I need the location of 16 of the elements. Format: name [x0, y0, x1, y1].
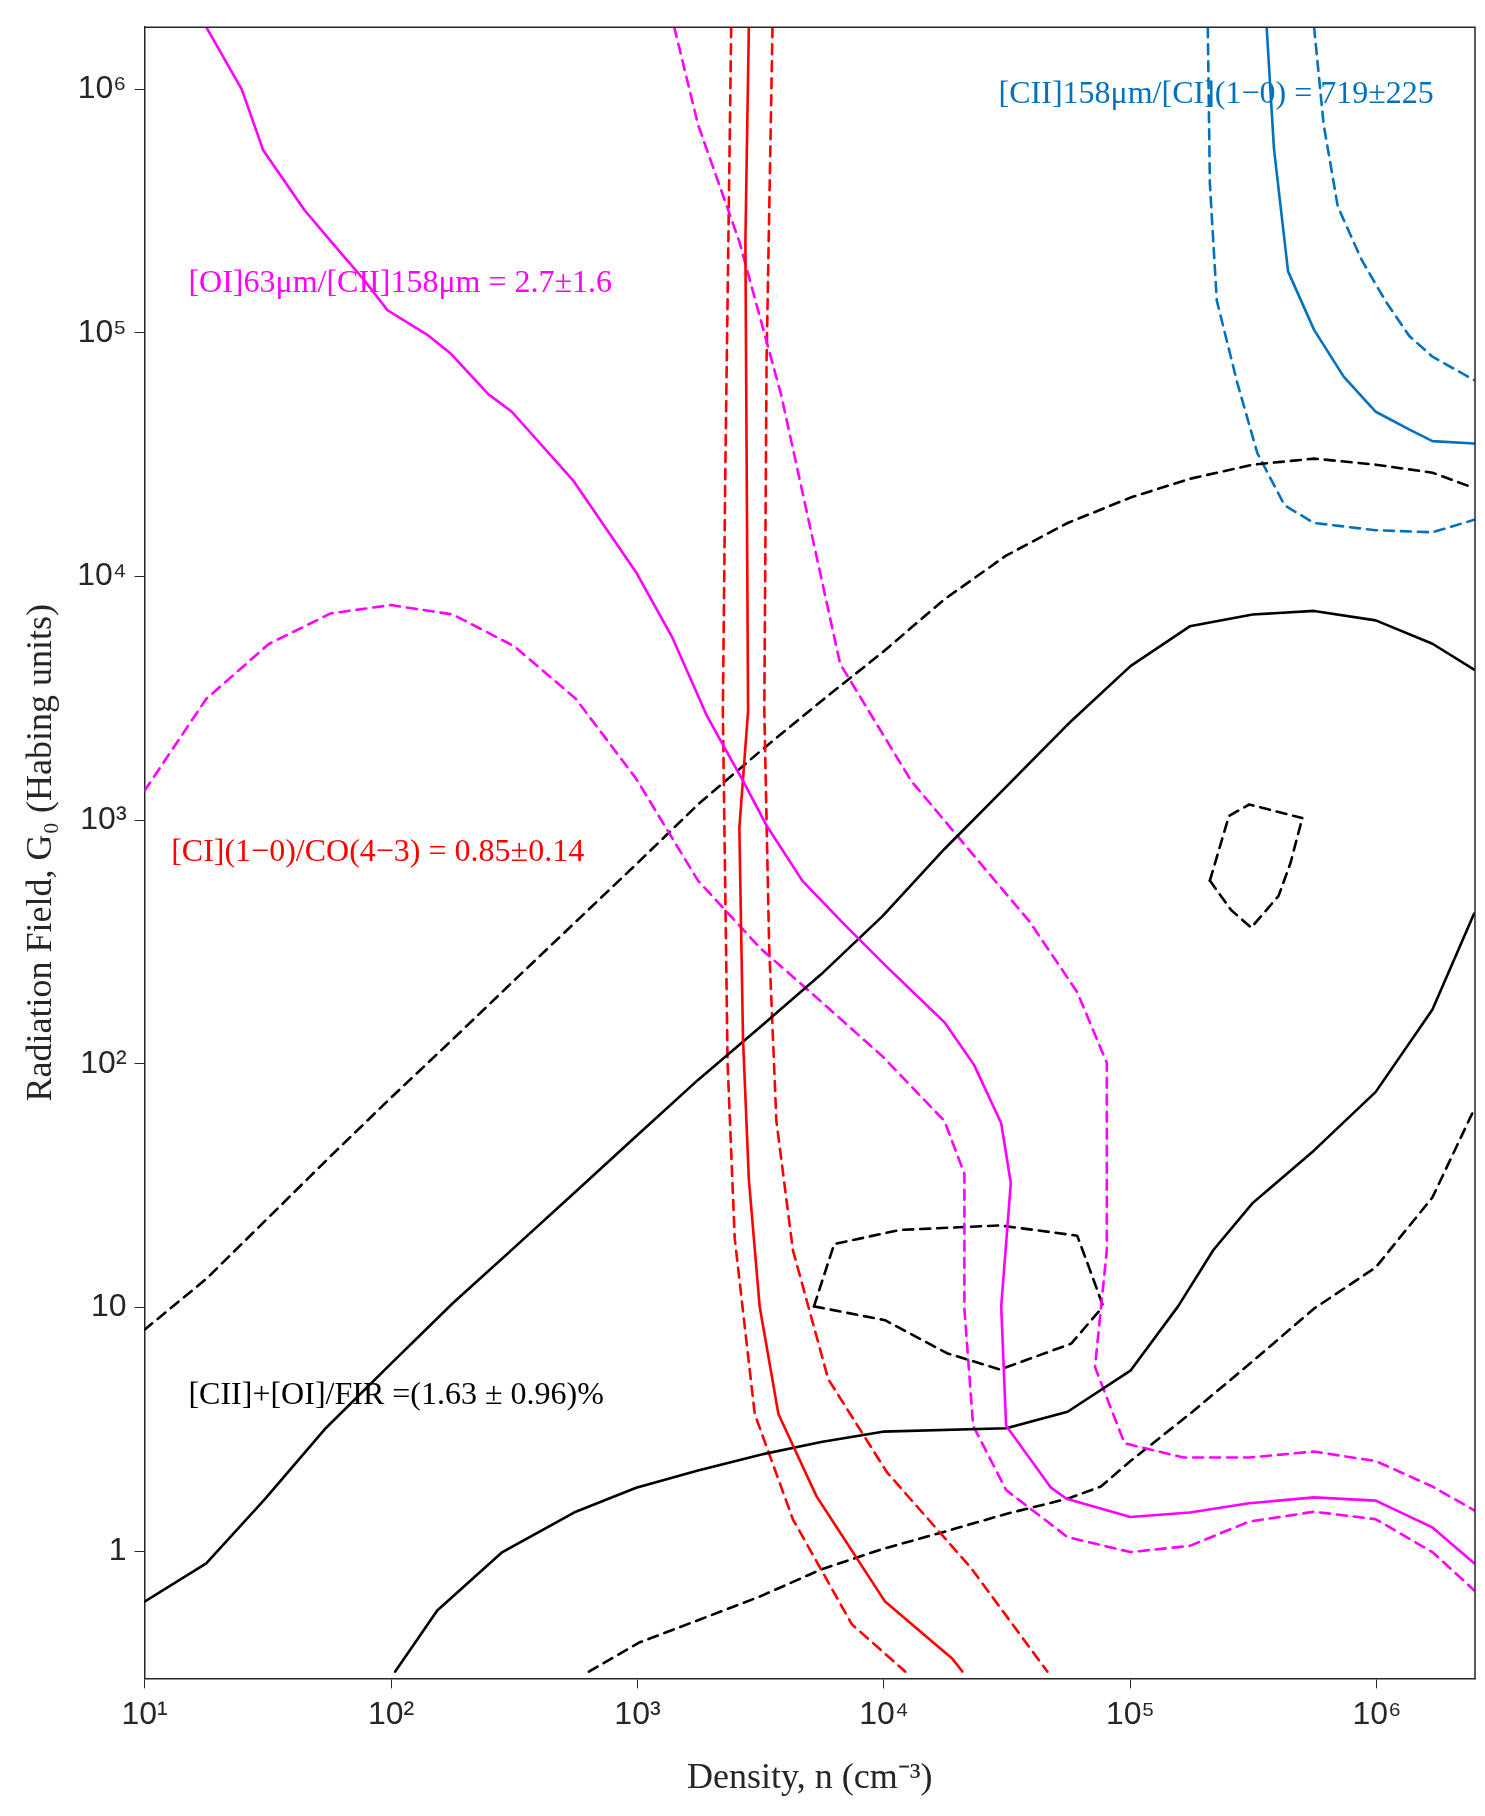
y-tick-label: 1 — [108, 1530, 127, 1567]
x-tick-label: 10⁴ — [859, 1695, 909, 1732]
x-tick-label: 10⁵ — [1106, 1695, 1155, 1732]
y-tick-label: 10⁶ — [77, 69, 127, 106]
x-tick-label: 10⁶ — [1352, 1695, 1402, 1732]
y-tick-label: 10⁴ — [77, 556, 127, 593]
y-tick-label: 10³ — [80, 800, 127, 837]
x-tick-label: 10² — [367, 1695, 415, 1732]
y-tick-label: 10 — [90, 1287, 127, 1324]
y-tick-label: 10⁵ — [77, 312, 127, 349]
y-tick-label: 10² — [80, 1043, 127, 1080]
annotation: [CI](1−0)/CO(4−3) = 0.85±0.14 — [171, 832, 585, 869]
x-tick-label: 10¹ — [121, 1695, 168, 1732]
x-axis-title: Density, n (cm⁻³) — [687, 1755, 933, 1796]
x-tick-label: 10³ — [614, 1695, 661, 1732]
y-axis-title: Radiation Field, G₀ (Habing units) — [19, 604, 60, 1102]
